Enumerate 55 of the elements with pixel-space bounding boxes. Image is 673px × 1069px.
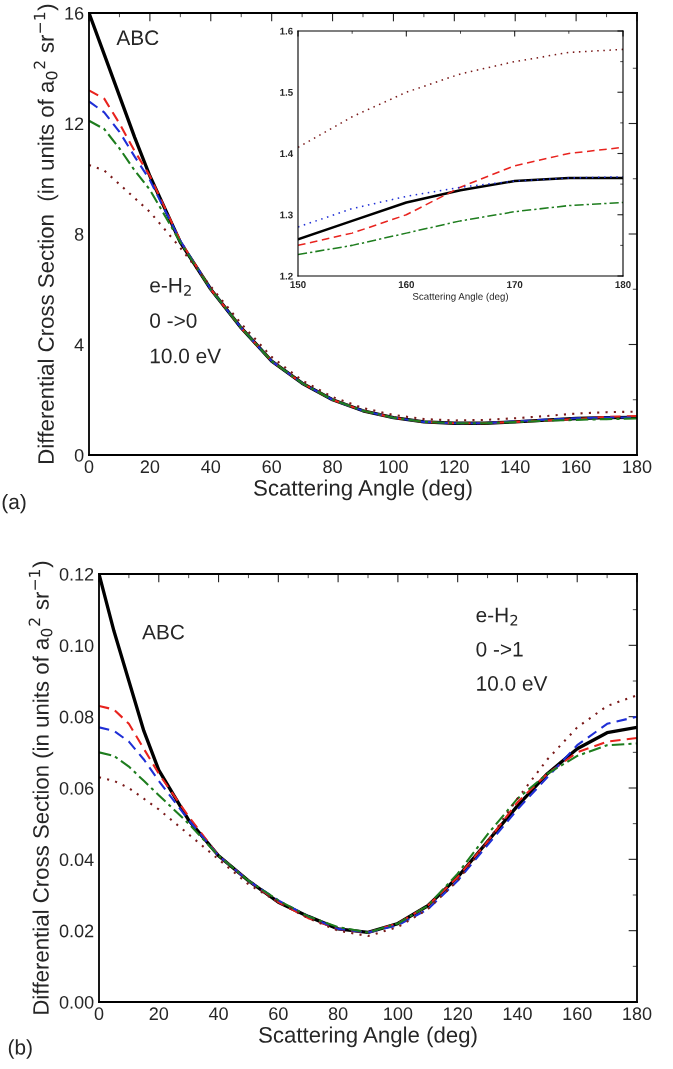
annotation: e-H$_{2}$ [476, 607, 518, 626]
y-tick-label: 0.04 [59, 853, 94, 867]
y-tick-label: 0.06 [59, 781, 94, 795]
y-tick-label: 0.00 [59, 995, 94, 1009]
x-tick-label: 140 [501, 460, 530, 474]
annotation: ABC [116, 30, 159, 46]
x-tick-label: 180 [623, 1007, 652, 1021]
x-tick-label: 140 [503, 1007, 532, 1021]
y-tick-label: 12 [65, 117, 84, 131]
x-tick-label: 160 [562, 460, 591, 474]
y-tick-label: 0 [74, 448, 84, 462]
annotation: 10.0 eV [477, 676, 548, 691]
x-axis-title: Scattering Angle (deg) [259, 1026, 477, 1048]
annotation: ABC [142, 624, 185, 640]
x-tick-label: 0 [94, 1007, 104, 1021]
y-tick-label: 1.2 [280, 272, 293, 280]
x-tick-label: 20 [149, 1007, 169, 1021]
x-tick-label: 160 [563, 1007, 592, 1021]
y-tick-label: 1.6 [280, 27, 293, 35]
x-tick-label: 60 [269, 1007, 288, 1021]
x-tick-label: 120 [443, 1007, 473, 1021]
y-tick-label: 0.02 [59, 924, 94, 938]
y-tick-label: 4 [74, 338, 84, 352]
y-tick-label: 1.4 [280, 150, 294, 158]
y-tick-label: 1.5 [280, 89, 293, 96]
x-tick-label: 120 [440, 460, 469, 474]
y-tick-label: 0.08 [59, 710, 94, 724]
y-tick-label: 8 [74, 227, 84, 241]
x-tick-label: 170 [507, 281, 523, 288]
annotation: 0 ->1 [476, 641, 523, 657]
x-tick-label: 80 [328, 1007, 348, 1021]
x-axis-title: Scattering Angle (deg) [412, 292, 508, 302]
x-tick-label: 60 [262, 460, 281, 474]
x-tick-label: 20 [140, 460, 160, 474]
text: (b) [8, 1039, 32, 1059]
x-tick-label: 180 [615, 281, 631, 288]
x-tick-label: 160 [398, 281, 415, 288]
y-tick-label: 0.12 [59, 567, 94, 581]
y-tick-label: 0.10 [59, 639, 94, 653]
x-tick-label: 180 [623, 460, 652, 474]
text: (a) [2, 493, 26, 514]
x-tick-label: 80 [323, 460, 342, 474]
y-axis-title: Differential Cross Section (in units of a$_{0}$$^{2}$ sr$^{−1}$) [33, 4, 59, 463]
y-axis-title: Differential Cross Section (in units of a$_{0}$$^{2}$ sr$^{−1}$) [28, 561, 54, 1014]
x-axis-title: Scattering Angle (deg) [254, 479, 472, 501]
annotation: 10.0 eV [150, 348, 222, 364]
y-tick-label: 16 [65, 6, 84, 20]
y-tick-label: 1.3 [280, 211, 293, 219]
x-tick-label: 40 [201, 460, 221, 474]
x-tick-label: 100 [384, 1007, 413, 1021]
annotation: e-H$_{2}$ [150, 278, 191, 296]
x-tick-label: 100 [379, 460, 408, 474]
x-tick-label: 150 [290, 281, 306, 288]
x-tick-label: 40 [208, 1007, 228, 1021]
annotation: 0 ->0 [150, 313, 197, 328]
